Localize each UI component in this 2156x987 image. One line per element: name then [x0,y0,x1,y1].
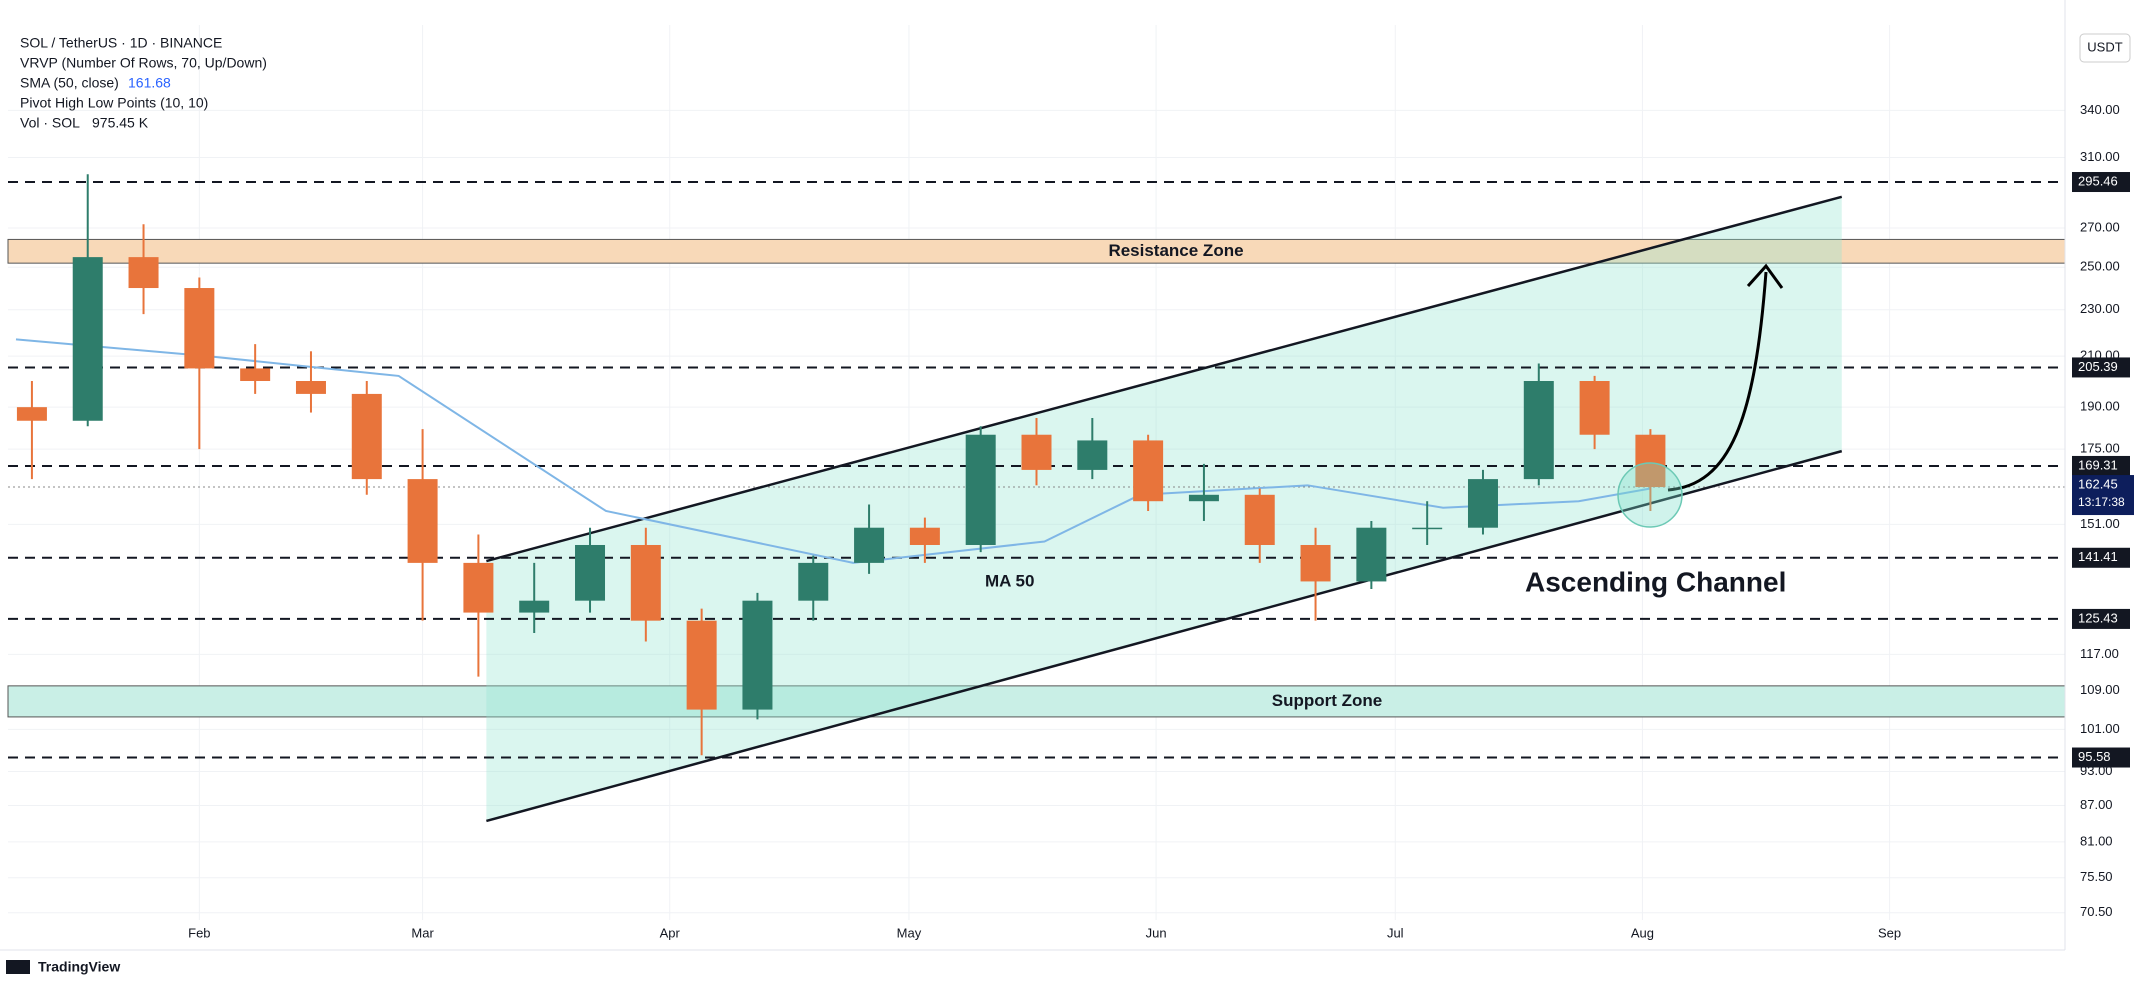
zone-label: Resistance Zone [1108,241,1243,260]
y-tick-label: 81.00 [2080,833,2113,848]
level-tag [2072,455,2130,476]
y-tick-label: 175.00 [2080,441,2120,456]
candle-body [686,620,717,710]
candle-body [1244,494,1275,545]
candle-body [965,434,996,545]
channel-line [486,195,1843,563]
candle-body [1188,494,1219,502]
candle-body [351,393,382,480]
level-tag [2072,747,2130,768]
indicator-info: VRVP (Number Of Rows, 70, Up/Down) [20,55,267,71]
y-tick-label: 75.50 [2080,869,2113,884]
level-label: 95.58 [2078,749,2111,764]
candle-body [1021,434,1052,470]
y-tick-label: 117.00 [2080,646,2119,661]
vol-value: 975.45 K [92,115,149,131]
candle-body [519,600,550,613]
level-tag [2072,547,2130,568]
candle-body [184,288,215,369]
y-tick-label: 151.00 [2080,516,2120,531]
y-tick-label: 250.00 [2080,259,2120,274]
candle-body [16,407,47,421]
level-label: 205.39 [2078,359,2118,374]
level-label: 169.31 [2078,457,2118,472]
candle-body [463,562,494,613]
y-tick-label: 270.00 [2080,219,2120,234]
candle-body [1077,440,1108,470]
candle-body [128,257,159,289]
level-label: 141.41 [2078,549,2118,564]
candle-body [1579,381,1610,435]
price-tag [2072,475,2134,516]
x-tick-label: Jul [1387,925,1404,940]
candle-body [407,479,438,563]
plot-area [7,25,2066,920]
candle-body [1523,381,1554,480]
brand-logo [6,960,30,974]
level-tag [2072,357,2130,378]
currency-box[interactable] [2079,33,2131,63]
y-tick-label: 310.00 [2080,149,2120,164]
y-tick-label: 230.00 [2080,301,2120,316]
zone [7,685,2066,718]
candle-body [1412,527,1443,530]
channel-fill [486,196,1842,821]
y-tick-label: 101.00 [2080,721,2120,736]
candle-body [909,527,940,545]
x-tick-label: Aug [1631,925,1654,940]
brand: TradingView [38,959,120,975]
sma-value: 161.68 [128,75,171,91]
level-tag [2072,172,2130,193]
candle-body [630,544,661,621]
currency[interactable]: USDT [2087,39,2122,54]
highlight-circle [1617,462,1683,528]
vol-label: Vol · SOL [20,115,80,131]
candle-body [575,544,606,601]
x-tick-label: Sep [1878,925,1901,940]
channel-line [486,449,1843,823]
candle-body [1635,434,1666,488]
indicator-info: Pivot High Low Points (10, 10) [20,95,208,111]
candle-body [742,600,773,710]
candle-body [854,527,885,563]
x-tick-label: Mar [411,925,434,940]
candle-body [1133,440,1164,502]
candle-body [72,257,103,421]
arrow-head [1746,263,1784,289]
countdown: 13:17:38 [2078,495,2125,509]
candle-body [240,368,271,382]
candle-body [295,381,326,394]
candle-body [1300,544,1331,582]
candle-body [1467,479,1498,528]
sma-label: SMA (50, close) [20,75,119,91]
x-tick-label: Apr [660,925,681,940]
level-label: 295.46 [2078,173,2118,188]
candle-body [1356,527,1387,582]
x-tick-label: Feb [188,925,210,940]
x-tick-label: May [897,925,922,940]
symbol-title: SOL / TetherUS · 1D · BINANCE [20,35,222,51]
ma-label: MA 50 [985,571,1034,590]
level-tag [2072,608,2130,629]
level-label: 125.43 [2078,610,2118,625]
channel-label: Ascending Channel [1525,566,1786,597]
zone-label: Support Zone [1272,691,1382,710]
y-tick-label: 87.00 [2080,797,2113,812]
projection-arrow [1667,271,1768,492]
y-tick-label: 109.00 [2080,682,2120,697]
y-tick-label: 340.00 [2080,102,2120,117]
overlay: Resistance Zone Support Zone Ascending Cha… [8,174,2065,823]
y-tick-label: 190.00 [2080,399,2120,414]
y-tick-label: 70.50 [2080,904,2113,919]
x-tick-label: Jun [1146,925,1167,940]
last-price: 162.45 [2078,476,2118,491]
candle-body [798,562,829,601]
